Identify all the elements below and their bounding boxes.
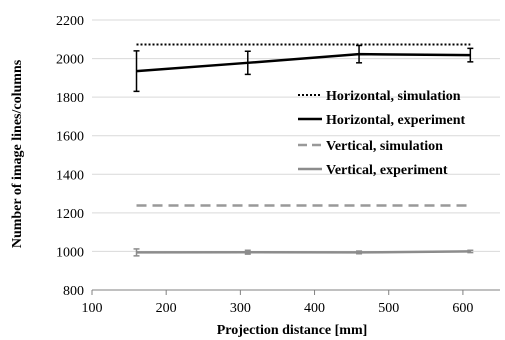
series-group — [133, 43, 474, 257]
x-tick-label-300: 300 — [230, 301, 251, 316]
x-tick-label-400: 400 — [304, 301, 325, 316]
y-tick-label-2200: 2200 — [56, 14, 84, 29]
legend-label-vertical-experiment: Vertical, experiment — [326, 163, 448, 178]
y-tick-label-1800: 1800 — [56, 91, 84, 106]
y-tick-label-1600: 1600 — [56, 130, 84, 145]
legend-label-horizontal-simulation: Horizontal, simulation — [326, 89, 461, 104]
x-tick-label-200: 200 — [156, 301, 177, 316]
legend-label-horizontal-experiment: Horizontal, experiment — [326, 113, 466, 128]
series-line-horizontal-experiment — [136, 52, 471, 73]
y-axis-title: Number of image lines/columns — [10, 59, 25, 248]
legend-label-vertical-simulation: Vertical, simulation — [326, 139, 443, 154]
x-axis-title: Projection distance [mm] — [217, 323, 368, 338]
y-tick-label-1400: 1400 — [56, 168, 84, 183]
x-tick-label-500: 500 — [378, 301, 399, 316]
y-tick-label-2000: 2000 — [56, 53, 84, 68]
series-line-vertical-experiment — [136, 250, 471, 254]
legend: Horizontal, simulation Horizontal, exper… — [298, 89, 466, 178]
x-tick-label-600: 600 — [452, 301, 473, 316]
y-tick-label-1200: 1200 — [56, 207, 84, 222]
tick-labels: 800 1000 1200 1400 1600 1800 2000 2200 100 200 300… — [56, 14, 473, 316]
y-tick-label-1000: 1000 — [56, 245, 84, 260]
axes — [91, 289, 500, 295]
x-tick-label-100: 100 — [82, 301, 103, 316]
y-tick-label-800: 800 — [63, 284, 84, 299]
